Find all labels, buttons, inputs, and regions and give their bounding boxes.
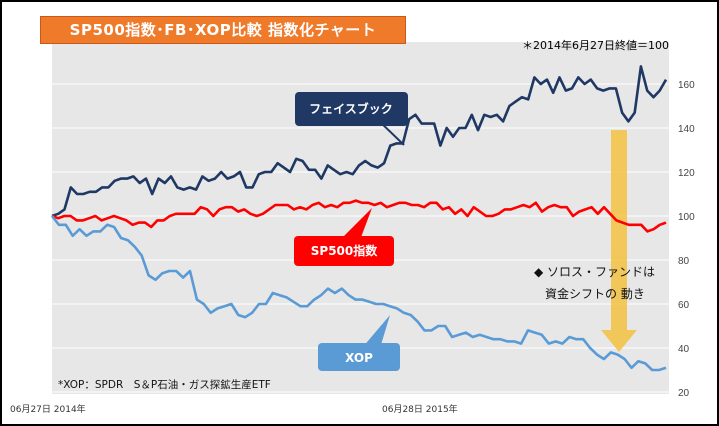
y-tick-label-40: 40 <box>678 344 690 355</box>
arrow-shaft <box>611 130 627 330</box>
base-note: ＊2014年6月27日終値＝100 <box>522 39 669 52</box>
footnote: *XOP：SPDR S＆P石油・ガス探鉱生産ETF <box>58 378 271 391</box>
series-facebook-line <box>51 65 668 218</box>
series-lines <box>50 65 668 372</box>
y-tick-label-80: 80 <box>678 256 690 267</box>
gridlines <box>52 83 669 393</box>
callout-xop-label: XOP <box>345 351 373 365</box>
callout-facebook-box <box>295 92 408 126</box>
x-tick-label-start: 06月27日 2014年 <box>10 403 86 415</box>
callout-xop: XOP <box>318 315 400 371</box>
callout-sp500: SP500指数 <box>294 208 394 266</box>
series-sp500-line <box>51 199 667 233</box>
x-tick-label-2015: 06月28日 2015年 <box>382 403 458 415</box>
soros-note-line1: ◆ ソロス・ファンドは <box>534 265 655 279</box>
callout-sp500-pointer <box>340 208 372 240</box>
y-tick-label-60: 60 <box>678 300 690 311</box>
y-tick-label-120: 120 <box>678 168 695 179</box>
callout-sp500-box <box>294 236 394 266</box>
callout-xop-pointer <box>362 315 390 348</box>
soros-note-line2: 資金シフトの 動き <box>545 286 645 301</box>
x-axis-ticks: 06月27日 2014年 06月28日 2015年 <box>10 403 458 415</box>
y-tick-label-140: 140 <box>678 124 695 135</box>
y-tick-label-100: 100 <box>678 212 695 223</box>
series-xop-line <box>50 215 667 372</box>
callout-sp500-label: SP500指数 <box>311 243 378 258</box>
y-axis-ticks: 20 40 60 80 100 120 140 160 <box>678 80 695 399</box>
callout-facebook: フェイスブック <box>295 92 408 146</box>
arrow-head <box>601 330 637 352</box>
y-tick-label-20: 20 <box>678 388 690 399</box>
chart-title: SP500指数･FB･XOP比較 指数化チャート <box>40 16 406 44</box>
callout-facebook-label: フェイスブック <box>309 101 393 116</box>
y-tick-label-160: 160 <box>678 80 695 91</box>
callout-xop-box <box>318 343 400 371</box>
down-arrow <box>601 130 637 352</box>
